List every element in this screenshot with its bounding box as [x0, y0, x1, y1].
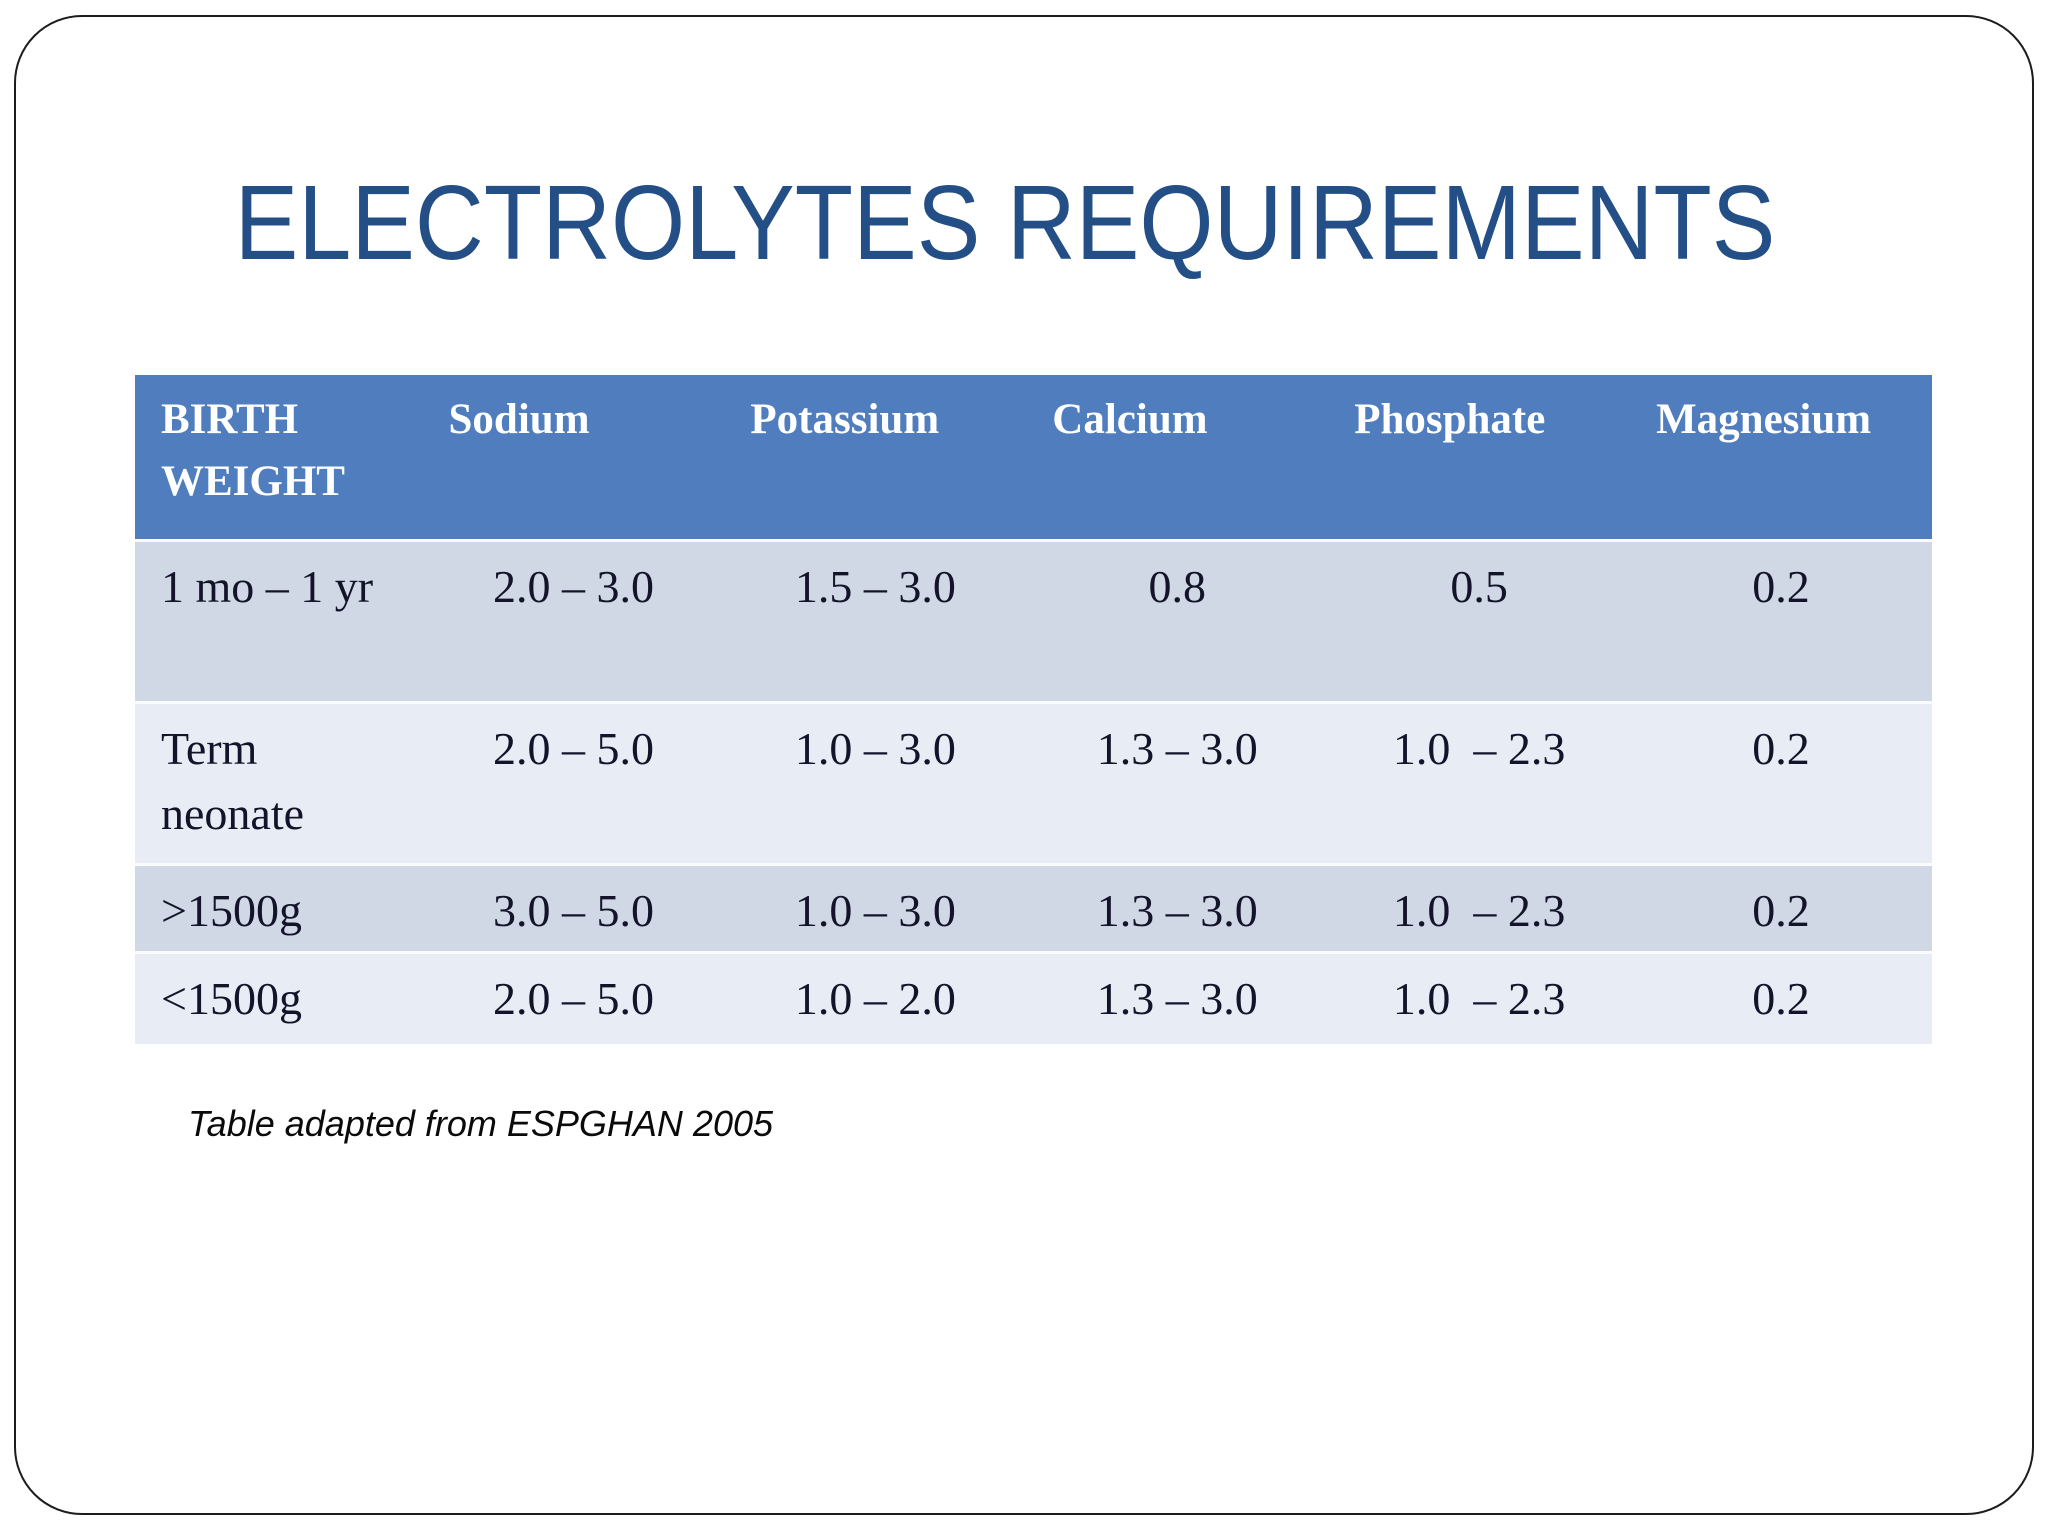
cell-magnesium: 0.2 [1630, 538, 1932, 702]
cell-calcium: 1.3 – 3.0 [1026, 700, 1329, 864]
cell-calcium: 1.3 – 3.0 [1026, 862, 1329, 952]
column-header-phosphate: Phosphate [1328, 375, 1631, 540]
column-header-birth-weight: BIRTH WEIGHT [135, 375, 423, 540]
cell-magnesium: 0.2 [1630, 950, 1932, 1044]
cell-potassium: 1.0 – 3.0 [724, 862, 1027, 952]
column-header-calcium: Calcium [1026, 375, 1329, 540]
row-label: >1500g [135, 862, 423, 952]
cell-calcium: 0.8 [1026, 538, 1329, 702]
cell-phosphate: 1.0 – 2.3 [1328, 950, 1631, 1044]
table-row: >1500g 3.0 – 5.0 1.0 – 3.0 1.3 – 3.0 1.0… [135, 862, 1932, 952]
column-header-potassium: Potassium [724, 375, 1027, 540]
cell-potassium: 1.0 – 2.0 [724, 950, 1027, 1044]
row-label: 1 mo – 1 yr [135, 538, 423, 702]
row-label: Term neonate [135, 700, 423, 864]
table-row: <1500g 2.0 – 5.0 1.0 – 2.0 1.3 – 3.0 1.0… [135, 950, 1932, 1044]
cell-sodium: 3.0 – 5.0 [422, 862, 725, 952]
page-title: ELECTROLYTES REQUIREMENTS [16, 163, 2032, 284]
cell-sodium: 2.0 – 5.0 [422, 700, 725, 864]
footnote: Table adapted from ESPGHAN 2005 [188, 1103, 774, 1144]
row-label: <1500g [135, 950, 423, 1044]
cell-sodium: 2.0 – 3.0 [422, 538, 725, 702]
cell-magnesium: 0.2 [1630, 700, 1932, 864]
cell-phosphate: 0.5 [1328, 538, 1631, 702]
electrolytes-table: BIRTH WEIGHT Sodium Potassium Calcium Ph… [135, 375, 1932, 1044]
column-header-magnesium: Magnesium [1630, 375, 1932, 540]
table-row: 1 mo – 1 yr 2.0 – 3.0 1.5 – 3.0 0.8 0.5 … [135, 538, 1932, 702]
cell-phosphate: 1.0 – 2.3 [1328, 700, 1631, 864]
table-row: Term neonate 2.0 – 5.0 1.0 – 3.0 1.3 – 3… [135, 700, 1932, 864]
page-title-text: ELECTROLYTES REQUIREMENTS [234, 164, 1776, 282]
table-header-row: BIRTH WEIGHT Sodium Potassium Calcium Ph… [135, 375, 1932, 540]
cell-calcium: 1.3 – 3.0 [1026, 950, 1329, 1044]
slide: ELECTROLYTES REQUIREMENTS BIRTH WEIGHT S… [14, 15, 2034, 1515]
cell-sodium: 2.0 – 5.0 [422, 950, 725, 1044]
electrolytes-table-container: BIRTH WEIGHT Sodium Potassium Calcium Ph… [135, 375, 1932, 1044]
cell-phosphate: 1.0 – 2.3 [1328, 862, 1631, 952]
cell-magnesium: 0.2 [1630, 862, 1932, 952]
cell-potassium: 1.5 – 3.0 [724, 538, 1027, 702]
cell-potassium: 1.0 – 3.0 [724, 700, 1027, 864]
column-header-sodium: Sodium [422, 375, 725, 540]
